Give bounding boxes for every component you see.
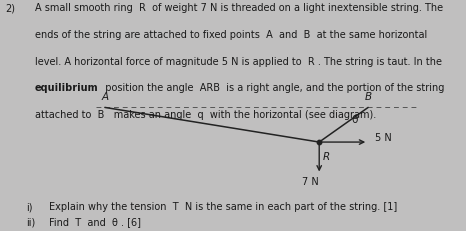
Text: R: R xyxy=(323,152,330,162)
Text: ii): ii) xyxy=(26,217,35,227)
Text: A: A xyxy=(101,92,109,102)
Text: attached to  B   makes an angle  q  with the horizontal (see diagram).: attached to B makes an angle q with the … xyxy=(35,110,376,120)
Text: θ: θ xyxy=(352,115,358,125)
Text: position the angle  ARB  is a right angle, and the portion of the string: position the angle ARB is a right angle,… xyxy=(99,83,444,93)
Text: Find  T  and  θ . [6]: Find T and θ . [6] xyxy=(49,217,141,227)
Text: Explain why the tension  T  N is the same in each part of the string. [1]: Explain why the tension T N is the same … xyxy=(49,202,397,212)
Text: 5 N: 5 N xyxy=(375,133,392,143)
Text: ends of the string are attached to fixed points  A  and  B  at the same horizont: ends of the string are attached to fixed… xyxy=(35,30,427,40)
Text: A small smooth ring  R  of weight 7 N is threaded on a light inextensible string: A small smooth ring R of weight 7 N is t… xyxy=(35,3,443,13)
Text: i): i) xyxy=(26,202,32,212)
Text: level. A horizontal force of magnitude 5 N is applied to  R . The string is taut: level. A horizontal force of magnitude 5… xyxy=(35,57,442,67)
Text: equilibrium: equilibrium xyxy=(35,83,99,93)
Text: 2): 2) xyxy=(6,3,15,13)
Text: 7 N: 7 N xyxy=(302,177,318,187)
Text: B: B xyxy=(364,92,372,102)
